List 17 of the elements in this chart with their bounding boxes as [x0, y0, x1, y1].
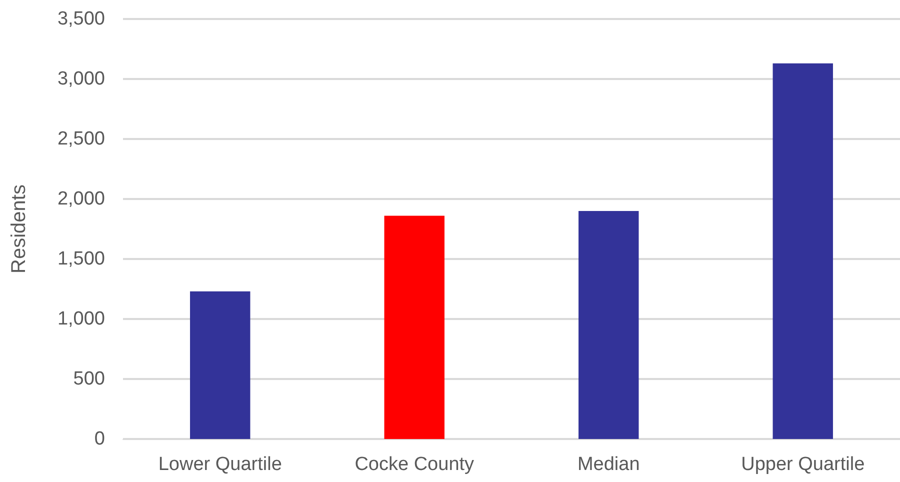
x-tick-label: Cocke County — [354, 454, 475, 475]
x-tick-label: Upper Quartile — [741, 454, 865, 475]
y-tick-label: 2,000 — [57, 188, 105, 210]
x-tick-label: Lower Quartile — [158, 454, 282, 475]
x-tick-label: Median — [577, 454, 640, 475]
y-tick-label: 2,500 — [57, 128, 105, 150]
bar — [578, 211, 639, 439]
y-tick-label: 3,500 — [57, 8, 105, 30]
bar — [190, 291, 250, 439]
y-tick-label: 0 — [94, 428, 105, 450]
y-tick-label: 1,500 — [57, 248, 105, 270]
bar — [772, 63, 833, 439]
y-tick-label: 3,000 — [57, 68, 105, 90]
y-axis-title: Residents — [8, 184, 30, 274]
y-tick-label: 500 — [73, 368, 105, 390]
y-tick-label: 1,000 — [57, 308, 105, 330]
bar — [384, 216, 444, 439]
